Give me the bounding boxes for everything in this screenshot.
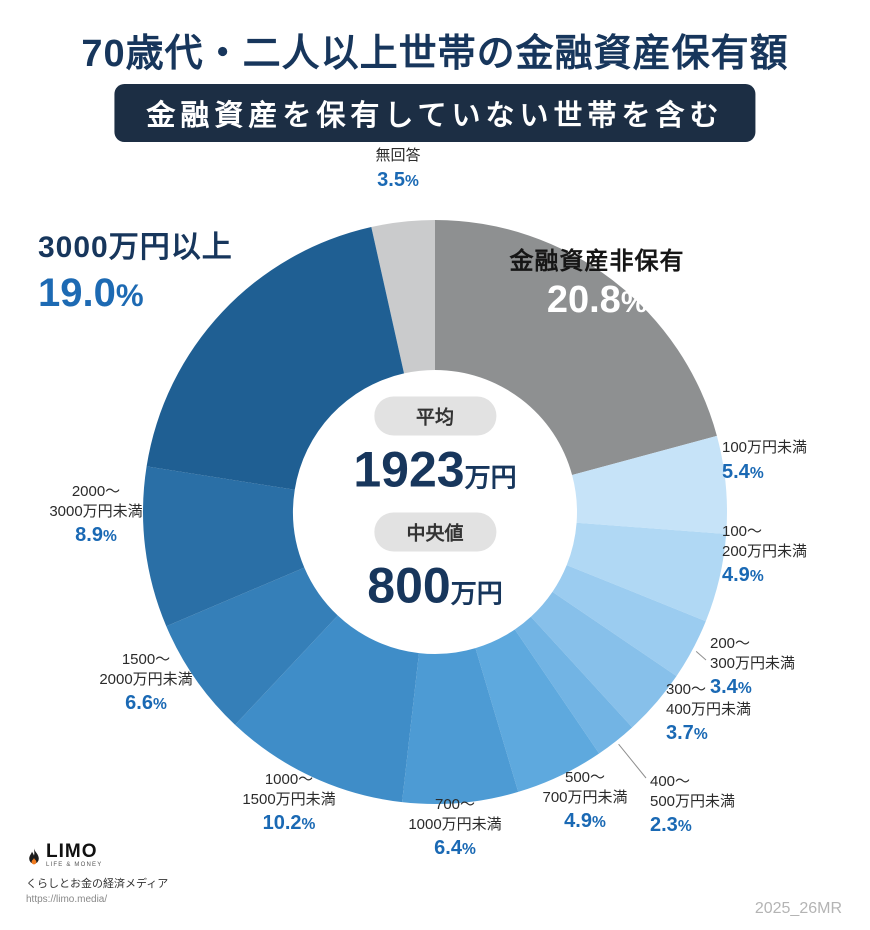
average-value: 1923万円: [353, 441, 517, 498]
limo-logo: LIMO LIFE & MONEY: [26, 842, 168, 868]
footer-tagline: くらしとお金の経済メディア: [26, 878, 169, 890]
segment-range-label: 100〜 200万円未満: [722, 523, 808, 560]
segment-label-1000-1500: 1000〜 1500万円未満 10.2%: [242, 770, 335, 835]
segment-range-label: 400〜 500万円未満: [650, 773, 736, 810]
segment-label-2000-3000: 2000〜 3000万円未満 8.9%: [49, 482, 142, 547]
donut-segment-no-answer: [371, 220, 435, 374]
donut-segment-400-500: [514, 616, 633, 754]
segment-label-no-answer: 無回答 3.5%: [375, 146, 420, 192]
segment-range-label: 1000〜 1500万円未満: [242, 771, 336, 808]
segment-percent: 3.5%: [377, 168, 419, 191]
segment-percent: 6.6%: [125, 692, 167, 714]
segment-percent: 10.2%: [262, 812, 316, 834]
segment-label-100-200: 100〜 200万円未満 4.9%: [722, 522, 807, 587]
segment-label-400-500: 400〜 500万円未満 2.3%: [650, 772, 735, 837]
segment-label-no-assets: 金融資産非保有 20.8%: [510, 246, 685, 322]
segment-label-under-100: 100万円未満 5.4%: [722, 438, 807, 484]
segment-range-label: 1500〜 2000万円未満: [99, 651, 193, 688]
segment-percent: 3.4%: [710, 676, 752, 698]
median-value: 800万円: [353, 559, 516, 612]
average-amount: 1923: [353, 441, 465, 498]
footer: LIMO LIFE & MONEY くらしとお金の経済メディア https://…: [26, 842, 168, 905]
donut-segment-under-100: [572, 435, 727, 534]
segment-percent: 5.4%: [722, 460, 764, 483]
segment-range-label: 500〜 700万円未満: [542, 769, 628, 806]
segment-range-label: 3000万円以上: [38, 231, 233, 264]
limo-flame-icon: [29, 848, 39, 865]
median-unit: 万円: [450, 578, 503, 608]
watermark: 2025_26MR: [754, 900, 842, 917]
logo-sub-text: LIFE & MONEY: [46, 862, 103, 868]
average-pill: 平均: [374, 396, 496, 436]
footer-url: https://limo.media/: [26, 894, 108, 905]
donut-segment-700-1000: [402, 648, 519, 804]
segment-percent: 20.8%: [546, 279, 648, 322]
page-title: 70歳代・二人以上世帯の金融資産保有額: [81, 33, 789, 75]
donut-segment-no-assets: [435, 220, 717, 475]
segment-range-label: 200〜 300万円未満: [710, 635, 796, 672]
segment-range-label: 300〜 400万円未満: [666, 681, 752, 718]
donut-segment-500-700: [475, 629, 600, 792]
segment-label-200-300: 200〜 300万円未満 3.4%: [710, 634, 795, 699]
segment-percent: 4.9%: [722, 564, 764, 586]
segment-label-700-1000: 700〜 1000万円未満 6.4%: [408, 795, 501, 860]
donut-segment-300-400: [530, 591, 677, 728]
median-pill: 中央値: [374, 512, 496, 551]
segment-range-label: 無回答: [375, 147, 421, 164]
segment-label-300-400: 300〜 400万円未満 3.7%: [666, 680, 751, 745]
donut-segment-200-300: [552, 565, 706, 677]
segment-label-500-700: 500〜 700万円未満 4.9%: [542, 768, 627, 833]
segment-range-label: 100万円未満: [722, 439, 808, 456]
average-unit: 万円: [464, 462, 517, 493]
donut-segment-1500-2000: [166, 567, 338, 725]
segment-range-label: 2000〜 3000万円未満: [49, 483, 143, 520]
segment-percent: 19.0%: [38, 271, 144, 315]
leader-line-200-300: [695, 650, 707, 661]
logo-limo-wordmark: LIMO: [46, 841, 98, 862]
median-amount: 800: [367, 557, 451, 613]
segment-percent: 3.7%: [666, 722, 708, 744]
segment-percent: 2.3%: [650, 814, 692, 836]
chart-center: 平均 1923万円 中央値 800万円: [353, 396, 517, 628]
segment-label-1500-2000: 1500〜 2000万円未満 6.6%: [99, 650, 192, 715]
segment-percent: 6.4%: [434, 837, 476, 859]
donut-segment-2000-3000: [143, 466, 305, 627]
leader-line-400-500: [618, 743, 647, 779]
donut-segment-100-200: [566, 522, 727, 622]
limo-logo-text: LIMO LIFE & MONEY: [46, 842, 102, 868]
donut-segment-1000-1500: [235, 615, 419, 803]
subtitle-badge: 金融資産を保有していない世帯を含む: [114, 84, 756, 142]
segment-label-over-3000: 3000万円以上 19.0%: [38, 228, 233, 316]
segment-percent: 4.9%: [564, 810, 606, 832]
segment-percent: 8.9%: [75, 524, 117, 546]
segment-range-label: 金融資産非保有: [509, 248, 685, 275]
donut-segment-over-3000: [146, 227, 405, 490]
segment-range-label: 700〜 1000万円未満: [408, 796, 502, 833]
